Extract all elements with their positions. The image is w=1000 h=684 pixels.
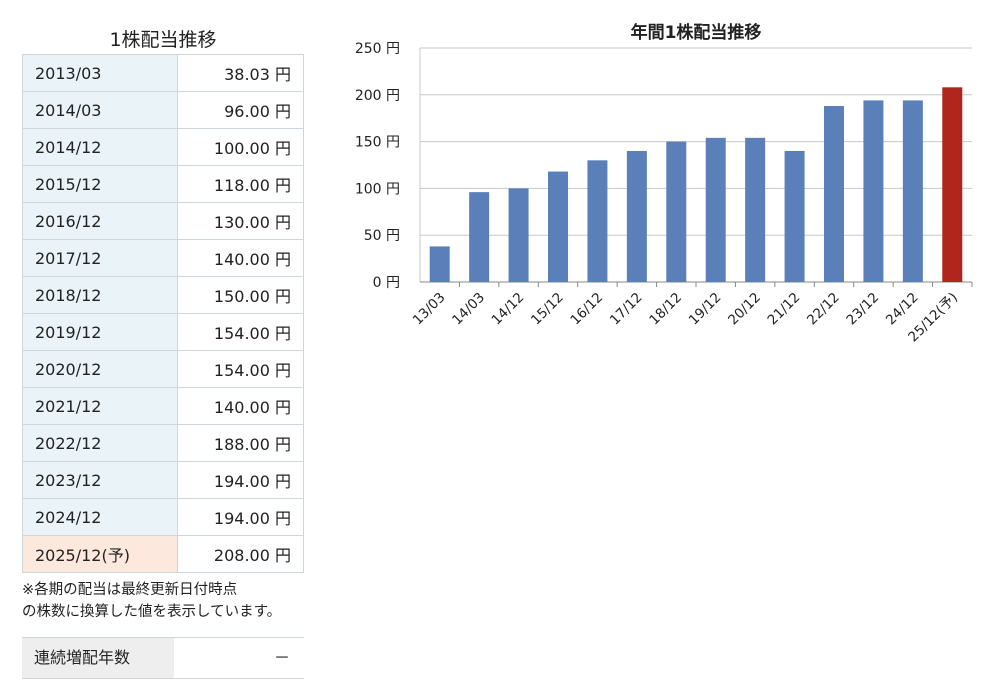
bar [745, 137, 766, 282]
dividend-value-cell: 154.00 円 [177, 350, 304, 388]
period-cell: 2020/12 [22, 350, 178, 388]
x-tick-label: 22/12 [804, 290, 843, 329]
period-cell: 2016/12 [22, 202, 178, 240]
y-tick-label: 0 円 [373, 275, 400, 291]
table-row: 2018/12 150.00 円 [22, 276, 304, 314]
y-tick-label: 100 円 [355, 181, 400, 197]
dividend-table-panel: 1株配当推移 2013/03 38.03 円 2014/03 96.00 円 2014/… [22, 26, 304, 623]
x-tick-label: 18/12 [646, 290, 685, 329]
dividend-value-cell: 96.00 円 [177, 91, 304, 129]
note-line-2: の株数に換算した値を表示しています。 [22, 604, 282, 620]
bar [705, 137, 726, 282]
bar [863, 100, 884, 282]
bar [626, 150, 647, 282]
bar [587, 160, 608, 282]
period-cell: 2015/12 [22, 165, 178, 203]
dividend-value-cell: 208.00 円 [177, 535, 304, 573]
note-line-1: ※各期の配当は最終更新日付時点 [22, 582, 238, 598]
dividend-value-cell: 130.00 円 [177, 202, 304, 240]
x-tick-label: 23/12 [843, 290, 882, 329]
dividend-value-cell: 100.00 円 [177, 128, 304, 166]
y-tick-label: 150 円 [355, 135, 400, 151]
table-row: 2019/12 154.00 円 [22, 313, 304, 351]
streak-value: － [273, 648, 290, 667]
bar [469, 192, 490, 282]
period-cell: 2017/12 [22, 239, 178, 277]
table-row: 2014/03 96.00 円 [22, 91, 304, 129]
x-tick-label: 15/12 [528, 290, 567, 329]
bar [508, 188, 529, 282]
bar [429, 246, 450, 282]
table-row: 2013/03 38.03 円 [22, 54, 304, 92]
chart-title: 年間1株配当推移 [631, 22, 762, 43]
x-tick-label: 19/12 [686, 290, 725, 329]
dividend-table: 2013/03 38.03 円 2014/03 96.00 円 2014/12 100.0… [22, 54, 304, 573]
table-row: 2017/12 140.00 円 [22, 239, 304, 277]
x-tick-label: 17/12 [607, 290, 646, 329]
table-row: 2025/12(予) 208.00 円 [22, 535, 304, 573]
table-row: 2015/12 118.00 円 [22, 165, 304, 203]
dividend-value-cell: 154.00 円 [177, 313, 304, 351]
y-tick-label: 50 円 [364, 228, 400, 244]
table-row: 2022/12 188.00 円 [22, 424, 304, 462]
bar [824, 106, 844, 282]
period-cell: 2023/12 [22, 461, 178, 499]
period-cell: 2014/03 [22, 91, 178, 129]
dividend-value-cell: 140.00 円 [177, 387, 304, 425]
table-row: 2016/12 130.00 円 [22, 202, 304, 240]
period-cell: 2018/12 [22, 276, 178, 314]
dividend-value-cell: 118.00 円 [177, 165, 304, 203]
table-row: 2020/12 154.00 円 [22, 350, 304, 388]
bar [902, 100, 923, 282]
x-tick-label: 13/03 [410, 290, 449, 329]
table-row: 2024/12 194.00 円 [22, 498, 304, 536]
x-tick-label: 21/12 [765, 290, 804, 329]
table-row: 2023/12 194.00 円 [22, 461, 304, 499]
dividend-value-cell: 194.00 円 [177, 498, 304, 536]
bar [666, 141, 687, 282]
consecutive-increase-row: 連続増配年数 － [22, 637, 304, 679]
dividend-value-cell: 194.00 円 [177, 461, 304, 499]
period-cell: 2022/12 [22, 424, 178, 462]
x-tick-label: 20/12 [725, 290, 764, 329]
table-row: 2014/12 100.00 円 [22, 128, 304, 166]
x-tick-label: 14/12 [489, 290, 528, 329]
table-title: 1株配当推移 [109, 29, 217, 51]
period-cell: 2021/12 [22, 387, 178, 425]
x-tick-label: 16/12 [567, 290, 606, 329]
y-tick-label: 200 円 [355, 88, 400, 104]
dividend-value-cell: 150.00 円 [177, 276, 304, 314]
bar [548, 171, 568, 282]
bar [942, 87, 963, 282]
x-tick-label: 14/03 [449, 290, 488, 329]
period-cell: 2013/03 [22, 54, 178, 92]
period-cell: 2025/12(予) [22, 535, 178, 573]
annual-dividend-chart: 年間1株配当推移 0 円 50 円 100 円 150 円 200 円 250 円 13/03… [355, 22, 973, 345]
dividend-value-cell: 38.03 円 [177, 54, 304, 92]
y-tick-label: 250 円 [355, 41, 400, 57]
period-cell: 2019/12 [22, 313, 178, 351]
dividend-value-cell: 140.00 円 [177, 239, 304, 277]
bar [784, 150, 805, 282]
period-cell: 2014/12 [22, 128, 178, 166]
dividend-value-cell: 188.00 円 [177, 424, 304, 462]
period-cell: 2024/12 [22, 498, 178, 536]
table-note: ※各期の配当は最終更新日付時点 の株数に換算した値を表示しています。 [22, 579, 304, 623]
streak-label: 連続増配年数 [22, 638, 174, 678]
table-row: 2021/12 140.00 円 [22, 387, 304, 425]
